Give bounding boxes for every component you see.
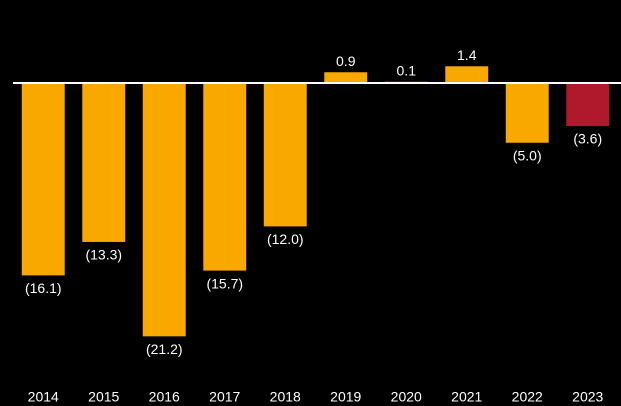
value-label: (16.1) [25,280,62,296]
x-tick-label: 2017 [209,389,240,405]
x-tick-label: 2019 [330,389,361,405]
bar [203,83,247,271]
x-tick-label: 2022 [512,389,543,405]
value-label: 0.1 [397,63,417,79]
value-label: (21.2) [146,341,183,357]
x-tick-label: 2016 [149,389,180,405]
x-tick-label: 2014 [28,389,59,405]
value-label: 0.9 [336,53,356,69]
bar [263,83,307,227]
bar [445,66,489,83]
x-tick-label: 2018 [270,389,301,405]
bar [82,83,126,242]
value-label: (13.3) [85,247,122,263]
x-tick-label: 2020 [391,389,422,405]
x-tick-label: 2023 [572,389,603,405]
bar [324,72,368,83]
bar [505,83,549,143]
x-tick-label: 2015 [88,389,119,405]
bar [142,83,186,337]
value-label: (15.7) [206,275,243,291]
x-tick-label: 2021 [451,389,482,405]
value-label: 1.4 [457,47,477,63]
bar [566,83,610,127]
value-label: (3.6) [573,131,602,147]
value-label: (12.0) [267,231,304,247]
bar [21,83,65,276]
value-label: (5.0) [513,147,542,163]
